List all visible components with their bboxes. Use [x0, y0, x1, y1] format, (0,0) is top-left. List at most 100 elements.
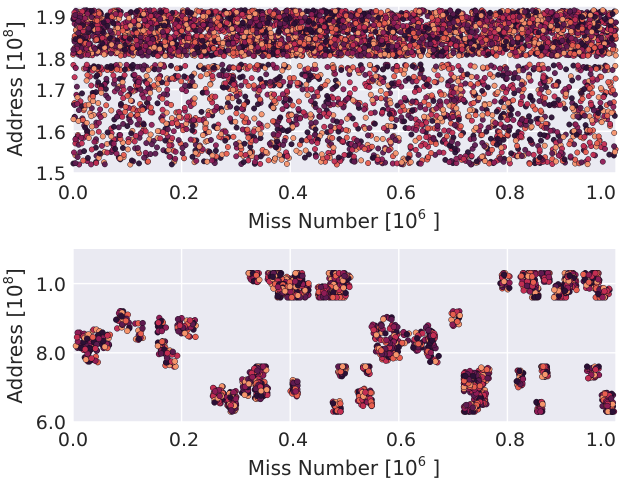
scatter-point — [413, 127, 419, 133]
scatter-point — [257, 153, 264, 160]
scatter-point — [257, 96, 263, 103]
scatter-point — [124, 92, 131, 99]
scatter-point — [582, 149, 589, 156]
scatter-point — [423, 134, 430, 141]
scatter-point — [105, 95, 112, 102]
scatter-point — [515, 74, 522, 81]
scatter-point — [525, 150, 532, 157]
scatter-point — [576, 49, 583, 56]
scatter-point — [199, 37, 206, 44]
scatter-point — [168, 62, 174, 69]
scatter-point — [369, 97, 376, 104]
scatter-point — [478, 39, 485, 46]
scatter-point — [378, 37, 385, 44]
scatter-point — [212, 142, 219, 149]
scatter-point — [101, 51, 108, 58]
scatter-point — [339, 138, 346, 145]
scatter-point — [392, 150, 399, 157]
scatter-point — [500, 136, 507, 143]
scatter-point — [383, 91, 390, 98]
scatter-point — [409, 63, 416, 70]
scatter-point — [507, 111, 514, 118]
scatter-point — [284, 44, 291, 51]
scatter-point — [379, 66, 386, 73]
scatter-point — [503, 75, 510, 82]
scatter-point — [203, 71, 210, 78]
scatter-point — [421, 113, 428, 120]
scatter-point — [436, 131, 443, 138]
scatter-point — [225, 41, 232, 48]
scatter-point — [142, 128, 149, 135]
scatter-point — [265, 157, 272, 164]
scatter-point — [598, 73, 605, 80]
scatter-point — [168, 115, 175, 122]
scatter-point — [85, 51, 91, 58]
scatter-point — [314, 140, 321, 146]
scatter-point — [159, 106, 166, 113]
scatter-point — [128, 130, 135, 137]
scatter-point — [572, 121, 579, 128]
scatter-point — [174, 120, 181, 127]
scatter-point — [169, 40, 176, 47]
scatter-point — [416, 134, 423, 141]
scatter-point — [185, 35, 192, 41]
scatter-point — [71, 149, 77, 156]
scatter-point — [238, 82, 245, 89]
scatter-point — [528, 123, 535, 130]
scatter-point — [296, 63, 303, 69]
scatter-point — [595, 133, 602, 140]
scatter-point — [453, 155, 460, 162]
scatter-point — [440, 34, 447, 41]
scatter-point — [182, 62, 189, 69]
scatter-point — [222, 129, 229, 135]
scatter-point — [408, 131, 415, 138]
scatter-point — [351, 158, 357, 165]
scatter-point — [566, 141, 573, 148]
scatter-point — [94, 72, 101, 79]
scatter-point — [559, 37, 566, 44]
scatter-point — [409, 107, 416, 114]
scatter-point — [412, 146, 419, 153]
scatter-point — [88, 146, 95, 153]
scatter-point — [552, 144, 559, 151]
scatter-point — [389, 43, 395, 50]
scatter-point — [397, 108, 404, 115]
scatter-point — [119, 113, 126, 120]
scatter-point — [255, 126, 262, 133]
scatter-point — [408, 115, 414, 122]
scatter-point — [569, 42, 576, 49]
scatter-point — [225, 95, 231, 101]
scatter-point — [239, 73, 246, 80]
scatter-point — [362, 114, 369, 121]
scatter-point — [482, 158, 488, 165]
scatter-point — [487, 71, 493, 78]
scatter-point — [299, 86, 306, 93]
scatter-point — [280, 78, 287, 85]
scatter-point — [212, 8, 219, 15]
scatter-point — [280, 127, 286, 134]
scatter-point — [308, 45, 315, 52]
scatter-point — [176, 113, 183, 120]
scatter-point — [427, 41, 434, 47]
scatter-point — [172, 155, 179, 162]
scatter-point — [230, 40, 237, 46]
scatter-point — [511, 132, 518, 139]
scatter-point — [169, 75, 176, 82]
scatter-point — [110, 72, 117, 79]
scatter-point — [225, 47, 232, 54]
scatter-point — [314, 89, 321, 96]
scatter-point — [151, 44, 158, 51]
scatter-point — [277, 114, 284, 121]
scatter-point — [489, 40, 496, 47]
scatter-point — [450, 89, 457, 96]
scatter-point — [288, 141, 295, 148]
scatter-point — [479, 64, 486, 71]
scatter-point — [167, 35, 174, 42]
scatter-point — [250, 82, 257, 89]
scatter-point — [365, 160, 372, 167]
scatter-point — [203, 120, 209, 127]
scatter-point — [155, 86, 162, 93]
scatter-point — [518, 153, 525, 160]
scatter-point — [476, 94, 482, 101]
scatter-point — [85, 101, 92, 108]
